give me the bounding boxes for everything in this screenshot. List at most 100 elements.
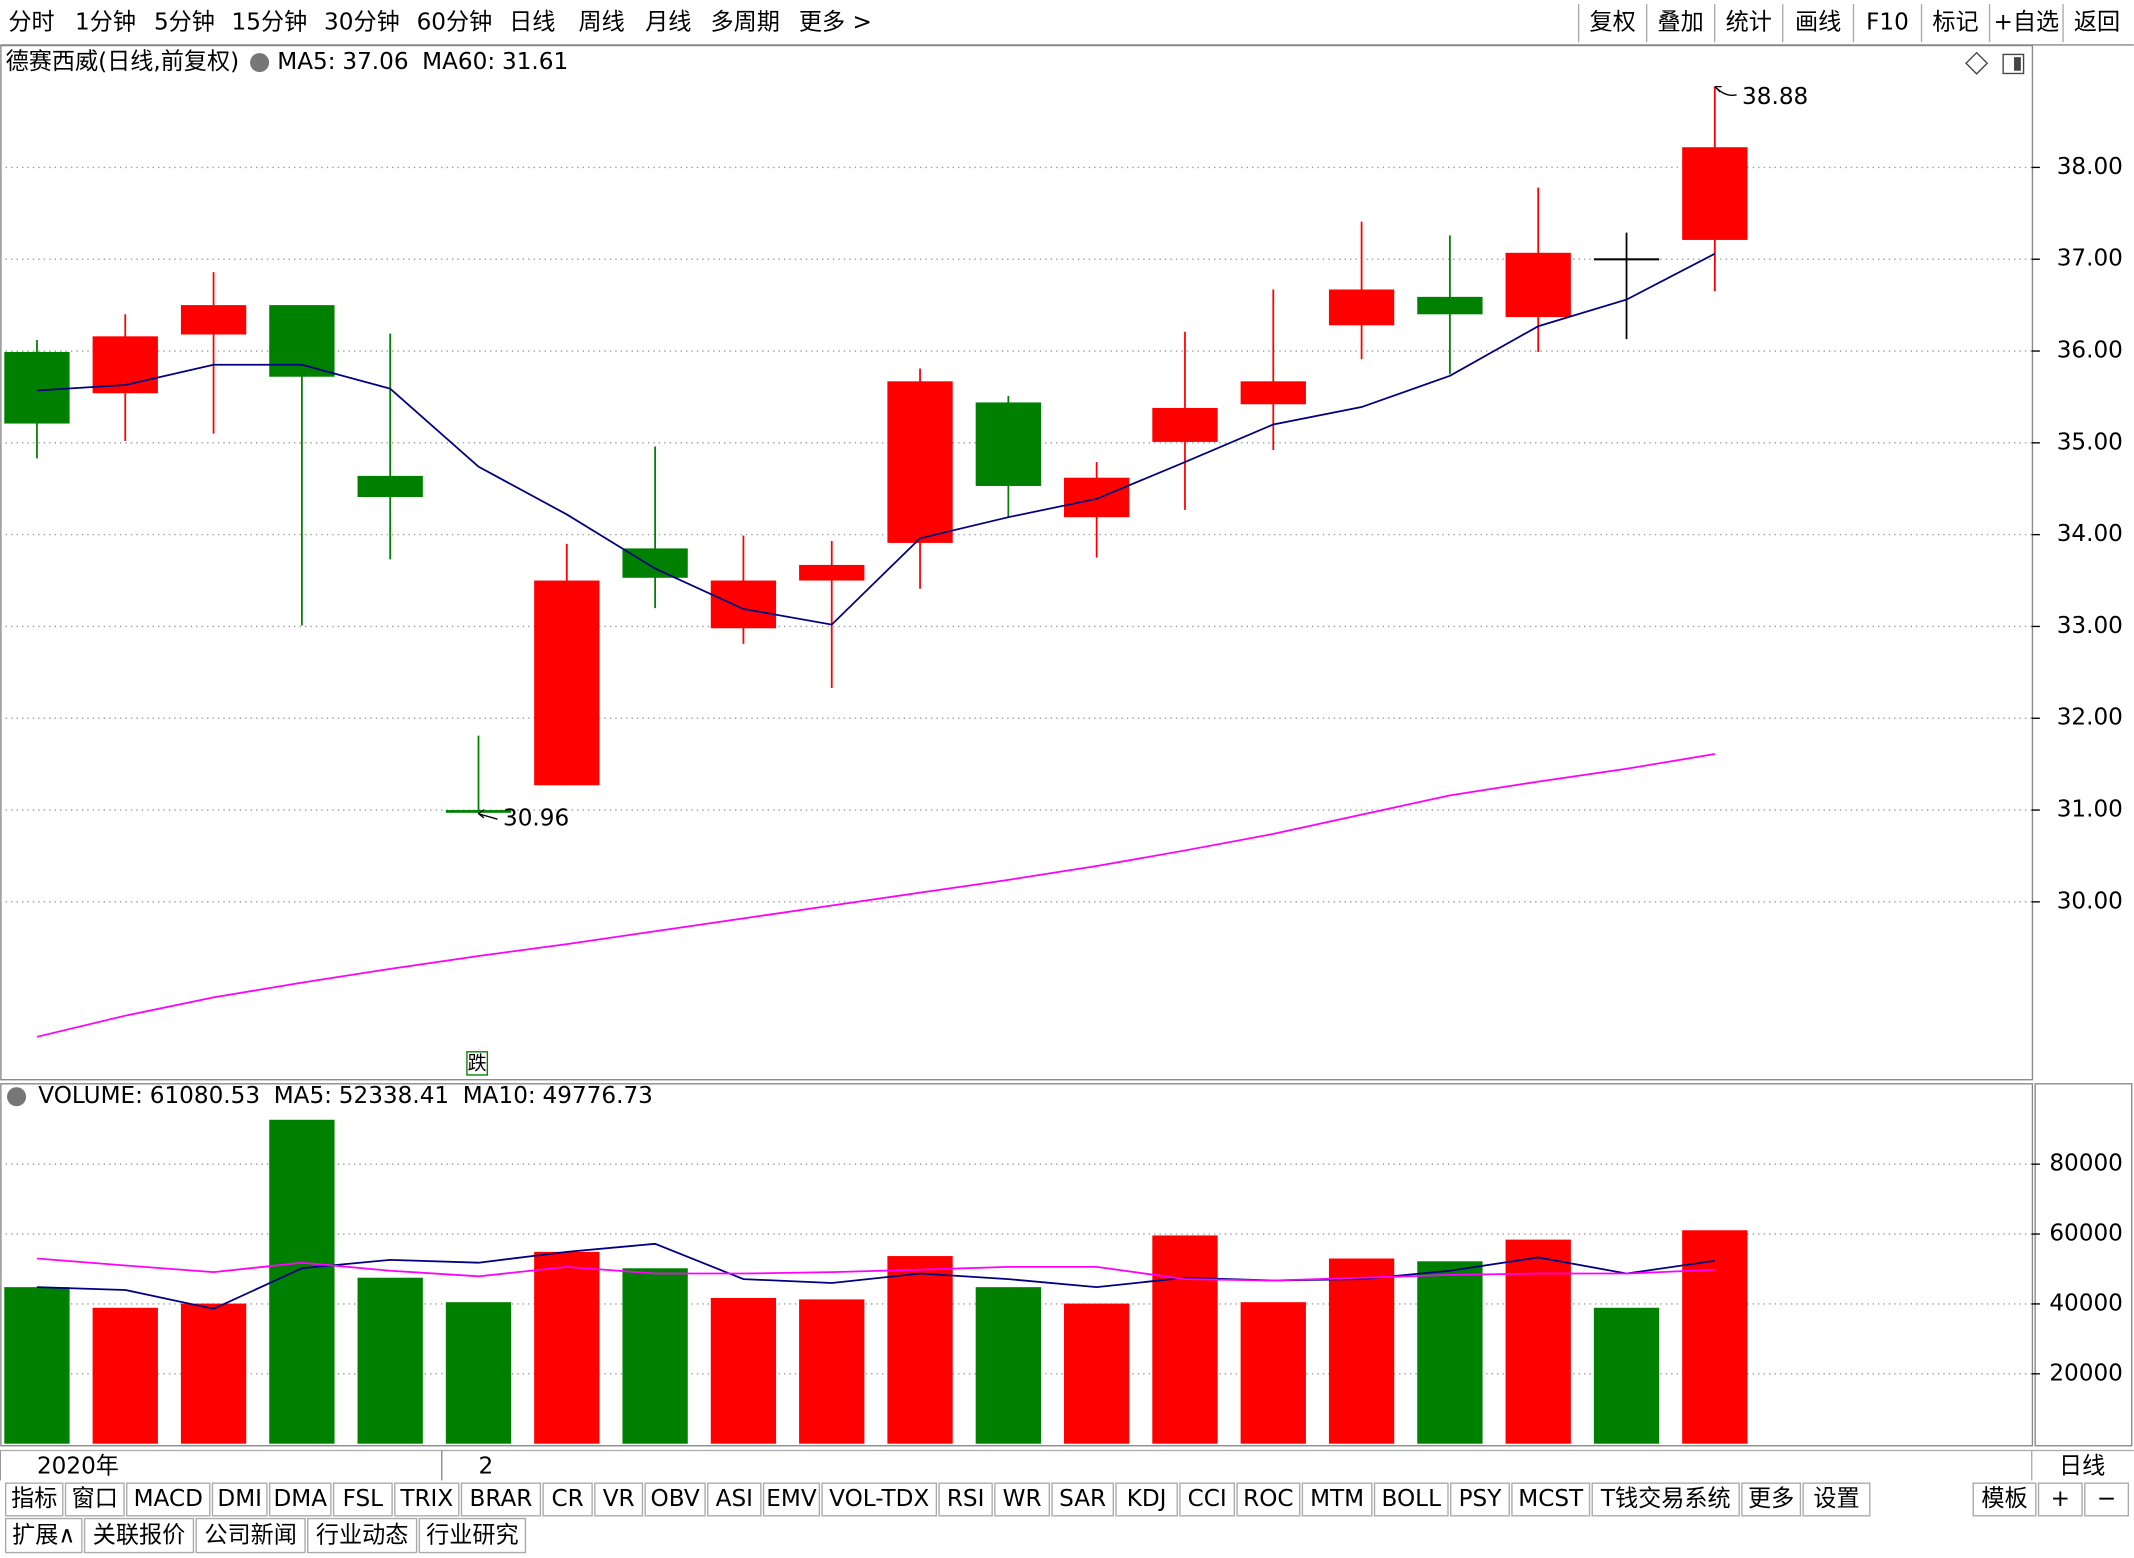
bottom-tab-label[interactable]: 关联报价 xyxy=(93,1523,185,1549)
indicator-tab[interactable] xyxy=(1741,1482,1802,1517)
indicator-tab-label[interactable]: TRIX xyxy=(399,1486,453,1512)
bottom-tab-label[interactable]: 行业研究 xyxy=(426,1523,518,1549)
indicator-tab-label[interactable]: RSI xyxy=(947,1486,985,1512)
indicator-tab-label[interactable]: ROC xyxy=(1243,1486,1293,1512)
panel-icon[interactable] xyxy=(2002,53,2025,75)
indicator-tab-label[interactable]: 设置 xyxy=(1813,1486,1859,1512)
legend-value: 52338.41 xyxy=(339,1083,449,1109)
bottom-tab[interactable] xyxy=(195,1517,306,1554)
indicator-tab-label[interactable]: DMA xyxy=(273,1486,327,1512)
indicator-tab-label[interactable]: ASI xyxy=(716,1486,753,1512)
candle-body xyxy=(1328,289,1395,326)
indicator-tab-label[interactable]: BOLL xyxy=(1382,1486,1442,1512)
indicator-tab[interactable] xyxy=(938,1482,993,1517)
toolbar-button[interactable]: 复权 xyxy=(1590,10,1636,36)
indicator-tab[interactable] xyxy=(542,1482,593,1517)
indicator-tab[interactable] xyxy=(4,1482,64,1517)
y-tick-label: 40000 xyxy=(2049,1290,2123,1316)
period-tab[interactable]: 30分钟 xyxy=(324,10,400,36)
indicator-tab[interactable] xyxy=(126,1482,211,1517)
period-tab[interactable]: 分时 xyxy=(8,10,54,36)
indicator-tab[interactable] xyxy=(1591,1482,1740,1517)
indicator-tab-label[interactable]: CR xyxy=(552,1486,584,1512)
indicator-tab-label[interactable]: MCST xyxy=(1518,1486,1584,1512)
indicator-tab[interactable] xyxy=(1511,1482,1591,1517)
toolbar-button[interactable]: 叠加 xyxy=(1658,10,1704,36)
indicator-tab-label[interactable]: PSY xyxy=(1459,1486,1503,1512)
indicator-tab-label[interactable]: DMI xyxy=(217,1486,262,1512)
indicator-tab[interactable] xyxy=(1373,1482,1449,1517)
period-tab[interactable]: 60分钟 xyxy=(417,10,493,36)
right-tab-label[interactable]: + xyxy=(2051,1486,2070,1512)
bottom-tab[interactable] xyxy=(4,1517,83,1554)
indicator-tab[interactable] xyxy=(707,1482,762,1517)
diamond-icon[interactable] xyxy=(1965,51,1989,75)
toolbar-button[interactable]: F10 xyxy=(1866,10,1909,36)
indicator-tab-label[interactable]: EMV xyxy=(766,1486,817,1512)
indicator-tab-label[interactable]: WR xyxy=(1003,1486,1042,1512)
bottom-tab-label[interactable]: 扩展∧ xyxy=(12,1523,75,1549)
indicator-tab-label[interactable]: 更多 xyxy=(1748,1486,1794,1512)
legend-name: MA10: xyxy=(463,1083,536,1109)
toolbar-button[interactable]: 画线 xyxy=(1795,10,1841,36)
period-tab[interactable]: 更多 > xyxy=(799,10,872,36)
legend-icon[interactable] xyxy=(7,1087,27,1107)
indicator-tab[interactable] xyxy=(1802,1482,1871,1517)
indicator-tab-label[interactable]: 指标 xyxy=(11,1486,57,1512)
indicator-tab[interactable] xyxy=(644,1482,706,1517)
indicator-tab[interactable] xyxy=(1115,1482,1178,1517)
right-tab[interactable] xyxy=(1972,1482,2037,1517)
indicator-tab-label[interactable]: 窗口 xyxy=(72,1486,118,1512)
indicator-tab[interactable] xyxy=(460,1482,542,1517)
indicator-tab[interactable] xyxy=(64,1482,125,1517)
period-tab[interactable]: 月线 xyxy=(645,10,691,36)
period-tab[interactable]: 日线 xyxy=(509,10,555,36)
indicator-tab-label[interactable]: SAR xyxy=(1059,1486,1106,1512)
period-tab[interactable]: 15分钟 xyxy=(232,10,308,36)
indicator-tab[interactable] xyxy=(268,1482,332,1517)
bottom-tab[interactable] xyxy=(418,1517,527,1554)
indicator-tab[interactable] xyxy=(1450,1482,1510,1517)
indicator-tab[interactable] xyxy=(1236,1482,1301,1517)
indicator-tab-label[interactable]: T钱交易系统 xyxy=(1600,1486,1731,1512)
legend-icon[interactable] xyxy=(250,53,270,73)
toolbar-button[interactable]: 统计 xyxy=(1726,10,1772,36)
indicator-tab-label[interactable]: OBV xyxy=(651,1486,700,1512)
period-tab[interactable]: 周线 xyxy=(579,10,625,36)
indicator-tab-label[interactable]: VR xyxy=(603,1486,635,1512)
candle-body xyxy=(887,381,953,543)
indicator-tab-label[interactable]: CCI xyxy=(1188,1486,1227,1512)
indicator-tab[interactable] xyxy=(211,1482,268,1517)
period-tab[interactable]: 1分钟 xyxy=(75,10,136,36)
toolbar-button[interactable]: 标记 xyxy=(1932,10,1978,36)
indicator-tab[interactable] xyxy=(394,1482,460,1517)
right-tab-label[interactable]: 模板 xyxy=(1981,1486,2027,1512)
indicator-tab[interactable] xyxy=(821,1482,938,1517)
indicator-tab-label[interactable]: VOL-TDX xyxy=(829,1486,929,1512)
indicator-tab-label[interactable]: BRAR xyxy=(470,1486,533,1512)
toolbar-button[interactable]: +自选 xyxy=(1993,10,2059,36)
indicator-tab-label[interactable]: FSL xyxy=(343,1486,384,1512)
indicator-tab-label[interactable]: MACD xyxy=(134,1486,203,1512)
bottom-tab[interactable] xyxy=(83,1517,195,1554)
right-tab[interactable] xyxy=(2084,1482,2130,1517)
indicator-tab[interactable] xyxy=(1301,1482,1373,1517)
indicator-tab[interactable] xyxy=(1051,1482,1114,1517)
bottom-tab[interactable] xyxy=(307,1517,418,1554)
indicator-tab-label[interactable]: MTM xyxy=(1310,1486,1364,1512)
toolbar-button[interactable]: 返回 xyxy=(2074,10,2120,36)
indicator-tab[interactable] xyxy=(1179,1482,1236,1517)
indicator-tab[interactable] xyxy=(594,1482,644,1517)
bottom-tab-label[interactable]: 公司新闻 xyxy=(204,1523,297,1549)
chart-title: 德赛西威(日线,前复权) xyxy=(6,49,240,75)
period-tab[interactable]: 5分钟 xyxy=(154,10,215,36)
indicator-tab[interactable] xyxy=(994,1482,1050,1517)
bottom-tab-label[interactable]: 行业动态 xyxy=(316,1523,409,1549)
indicator-tab[interactable] xyxy=(332,1482,393,1517)
right-tab[interactable] xyxy=(2037,1482,2083,1517)
volume-bar xyxy=(534,1251,600,1444)
right-tab-label[interactable]: − xyxy=(2097,1486,2116,1512)
indicator-tab-label[interactable]: KDJ xyxy=(1127,1486,1167,1512)
period-tab[interactable]: 多周期 xyxy=(710,10,779,36)
indicator-tab[interactable] xyxy=(762,1482,821,1517)
